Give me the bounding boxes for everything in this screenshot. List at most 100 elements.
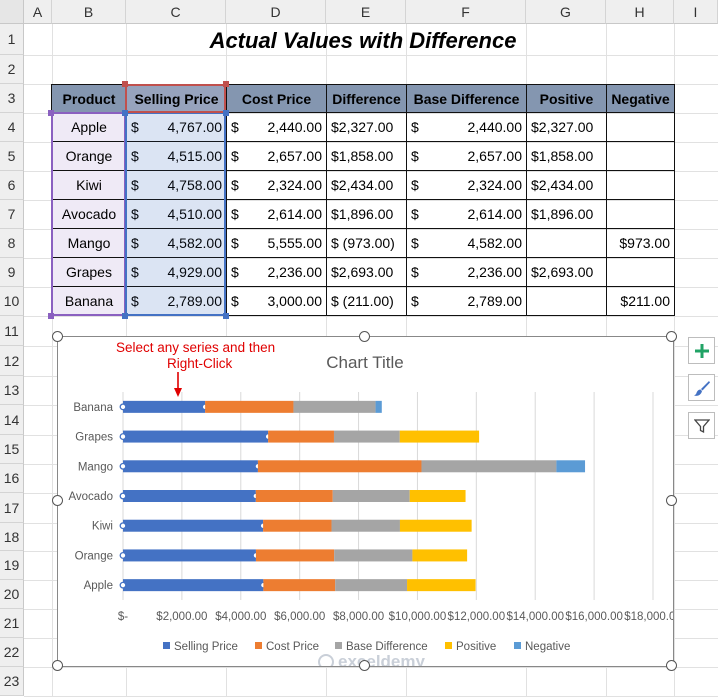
cell-positive[interactable]: $2,434.00 (526, 170, 607, 200)
row-header-2[interactable]: 2 (0, 55, 24, 84)
cell-selling-price[interactable]: $4,767.00 (126, 112, 227, 142)
bar-cost-price[interactable] (205, 400, 294, 413)
chart-styles-button[interactable] (688, 374, 715, 401)
row-header-7[interactable]: 7 (0, 200, 24, 229)
row-header-8[interactable]: 8 (0, 229, 24, 258)
resize-handle[interactable] (52, 495, 63, 506)
column-header-e[interactable]: E (326, 0, 406, 24)
cell-positive[interactable] (526, 228, 607, 258)
cell-difference[interactable]: $ (973.00) (326, 228, 407, 258)
cell-product[interactable]: Apple (51, 112, 127, 142)
bar-cost-price[interactable] (268, 430, 334, 443)
column-header-h[interactable]: H (606, 0, 674, 24)
bar-negative[interactable] (556, 460, 586, 473)
row-header-18[interactable]: 18 (0, 523, 24, 551)
bar-selling-price[interactable] (123, 490, 256, 502)
bar-positive[interactable] (412, 549, 468, 562)
bar-negative[interactable] (375, 400, 382, 413)
row-header-5[interactable]: 5 (0, 142, 24, 171)
row-header-12[interactable]: 12 (0, 346, 24, 376)
cell-negative[interactable] (606, 141, 675, 171)
range-handle[interactable] (223, 81, 229, 87)
cell-base-difference[interactable]: $2,236.00 (406, 257, 527, 287)
cell-base-difference[interactable]: $2,789.00 (406, 286, 527, 316)
bar-base-difference[interactable] (293, 400, 376, 413)
chart-elements-button[interactable] (688, 337, 715, 364)
cell-cost-price[interactable]: $2,324.00 (226, 170, 327, 200)
series-selection-handle[interactable] (119, 522, 127, 530)
resize-handle[interactable] (666, 331, 677, 342)
bar-selling-price[interactable] (123, 430, 269, 443)
cell-product[interactable]: Grapes (51, 257, 127, 287)
cell-cost-price[interactable]: $2,614.00 (226, 199, 327, 229)
cell-positive[interactable]: $2,693.00 (526, 257, 607, 287)
bar-base-difference[interactable] (421, 460, 557, 473)
bar-cost-price[interactable] (263, 519, 332, 532)
row-header-14[interactable]: 14 (0, 405, 24, 435)
header-positive[interactable]: Positive (526, 84, 607, 113)
cell-selling-price[interactable]: $2,789.00 (126, 286, 227, 316)
legend-label[interactable]: Cost Price (266, 641, 319, 653)
row-header-23[interactable]: 23 (0, 667, 24, 696)
row-header-16[interactable]: 16 (0, 464, 24, 493)
cell-selling-price[interactable]: $4,758.00 (126, 170, 227, 200)
series-selection-handle[interactable] (119, 551, 127, 559)
column-header-f[interactable]: F (406, 0, 526, 24)
header-cost-price[interactable]: Cost Price (226, 84, 327, 113)
sheet-title[interactable]: Actual Values with Difference (209, 28, 517, 53)
column-header-c[interactable]: C (126, 0, 226, 24)
bar-selling-price[interactable] (123, 519, 264, 532)
bar-positive[interactable] (399, 519, 472, 532)
cell-positive[interactable] (526, 286, 607, 316)
cell-base-difference[interactable]: $4,582.00 (406, 228, 527, 258)
header-base-difference[interactable]: Base Difference (406, 84, 527, 113)
column-header-b[interactable]: B (52, 0, 126, 24)
bar-selling-price[interactable] (123, 400, 206, 413)
bar-base-difference[interactable] (332, 490, 410, 502)
cell-base-difference[interactable]: $2,324.00 (406, 170, 527, 200)
column-header-d[interactable]: D (226, 0, 326, 24)
row-header-9[interactable]: 9 (0, 258, 24, 287)
row-header-4[interactable]: 4 (0, 113, 24, 142)
bar-base-difference[interactable] (331, 519, 400, 532)
cell-positive[interactable]: $2,327.00 (526, 112, 607, 142)
cell-difference[interactable]: $2,693.00 (326, 257, 407, 287)
bar-cost-price[interactable] (263, 579, 336, 592)
header-product[interactable]: Product (51, 84, 127, 113)
row-header-10[interactable]: 10 (0, 287, 24, 316)
cell-negative[interactable] (606, 112, 675, 142)
stacked-bar-chart[interactable]: Chart Title $- $2,000.00 $4,000.00 $6,000.00… (58, 337, 681, 679)
range-handle[interactable] (122, 110, 128, 116)
cell-cost-price[interactable]: $2,236.00 (226, 257, 327, 287)
range-handle[interactable] (122, 81, 128, 87)
bar-selling-price[interactable] (123, 579, 264, 592)
range-handle[interactable] (48, 110, 54, 116)
bar-cost-price[interactable] (255, 490, 333, 502)
bar-cost-price[interactable] (255, 549, 335, 562)
row-header-11[interactable]: 11 (0, 316, 24, 346)
column-header-i[interactable]: I (674, 0, 718, 24)
cell-cost-price[interactable]: $2,440.00 (226, 112, 327, 142)
bar-selling-price[interactable] (123, 460, 258, 473)
series-selection-handle[interactable] (119, 403, 127, 411)
range-handle[interactable] (48, 313, 54, 319)
cell-product[interactable]: Orange (51, 141, 127, 171)
row-header-1[interactable]: 1 (0, 24, 24, 55)
legend-label[interactable]: Negative (525, 641, 570, 653)
series-selection-handle[interactable] (119, 492, 127, 500)
cell-negative[interactable] (606, 257, 675, 287)
row-header-19[interactable]: 19 (0, 551, 24, 580)
bar-positive[interactable] (399, 430, 480, 443)
resize-handle[interactable] (666, 660, 677, 671)
cell-positive[interactable]: $1,858.00 (526, 141, 607, 171)
row-header-20[interactable]: 20 (0, 580, 24, 609)
bar-base-difference[interactable] (334, 549, 413, 562)
cell-base-difference[interactable]: $2,614.00 (406, 199, 527, 229)
bar-cost-price[interactable] (257, 460, 422, 473)
cell-selling-price[interactable]: $4,929.00 (126, 257, 227, 287)
cell-product[interactable]: Avocado (51, 199, 127, 229)
cell-difference[interactable]: $2,434.00 (326, 170, 407, 200)
column-header-a[interactable]: A (24, 0, 52, 24)
cell-base-difference[interactable]: $2,440.00 (406, 112, 527, 142)
legend-label[interactable]: Positive (456, 641, 496, 653)
